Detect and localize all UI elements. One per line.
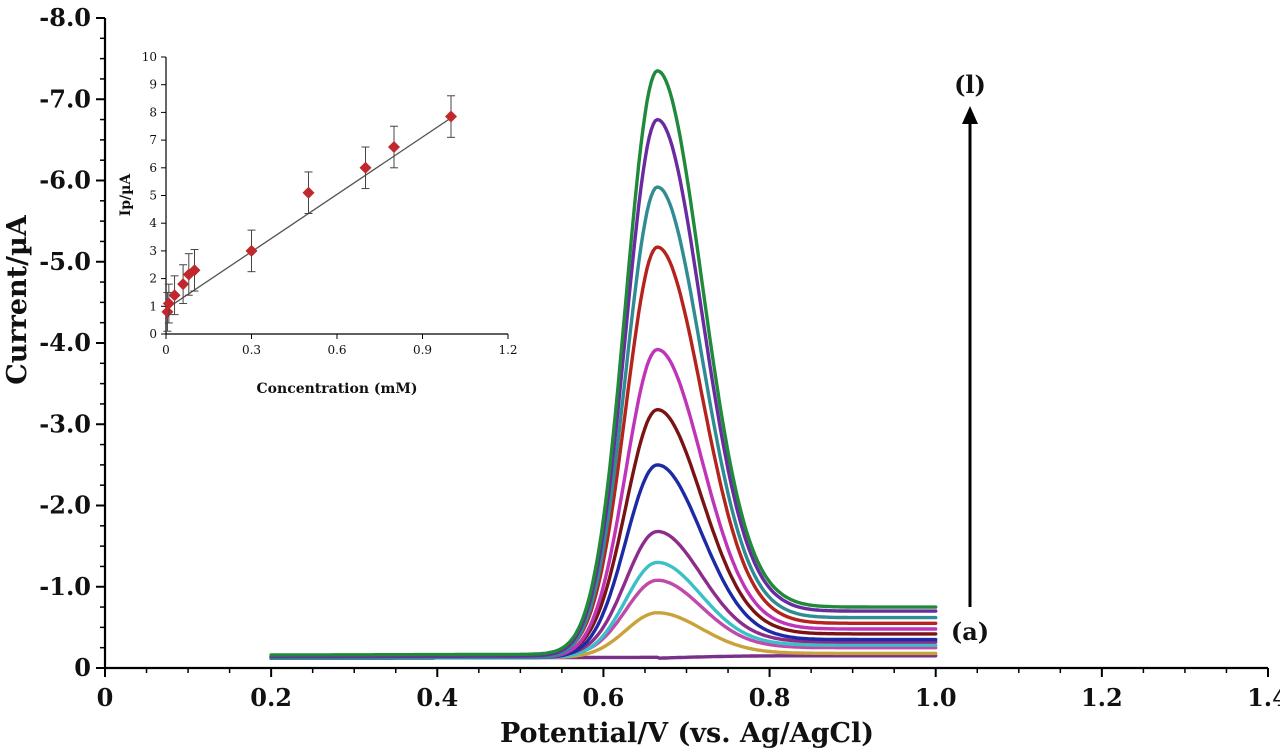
label-first-curve: (a) (951, 617, 989, 646)
inset-x-tick-label: 0.9 (413, 343, 432, 357)
inset-data-point (162, 297, 175, 310)
main-ticks: 0 0.2 0.4 0.6 0.8 1.0 1.2 1.4 0 -1.0 -2.0 -3.0 -4.0 -… (39, 3, 1280, 712)
inset-x-axis-title: Concentration (mM) (257, 381, 418, 397)
x-tick-label: 0.6 (583, 683, 625, 712)
inset-data-point (177, 278, 190, 291)
inset-data-point (188, 264, 201, 277)
y-tick-label: -7.0 (39, 84, 91, 113)
y-tick-label: -6.0 (39, 166, 91, 195)
inset-y-tick-label: 7 (149, 133, 157, 147)
curve-l (269, 69, 938, 657)
y-tick-label: -3.0 (39, 409, 91, 438)
inset-ticks: 0 0.3 0.6 0.9 1.2 0 1 2 3 4 5 6 7 8 9 10 (142, 50, 518, 357)
inset-y-tick-label: 0 (149, 327, 157, 341)
inset-x-tick-label: 0.3 (242, 343, 261, 357)
arrow-head (962, 106, 978, 124)
x-tick-label: 1.2 (1081, 683, 1123, 712)
x-tick-label: 1.0 (915, 683, 957, 712)
x-tick-label: 0.8 (749, 683, 791, 712)
inset-data-point (168, 289, 181, 302)
x-axis-title: Potential/V (vs. Ag/AgCl) (500, 718, 874, 749)
inset-y-tick-label: 10 (142, 50, 157, 64)
inset-x-tick-label: 0 (162, 343, 170, 357)
y-axis-title: Current/µA (2, 214, 33, 384)
inset-x-tick-label: 1.2 (498, 343, 517, 357)
y-tick-label: -8.0 (39, 3, 91, 32)
inset-y-axis-title: Ip/µA (118, 173, 134, 217)
x-tick-label: 0 (97, 683, 114, 712)
inset-y-tick-label: 2 (149, 272, 157, 286)
inset-data-point (388, 141, 400, 154)
y-tick-label: -2.0 (39, 491, 91, 520)
inset-data-point (359, 161, 372, 174)
x-tick-label: 0.2 (250, 683, 292, 712)
y-tick-label: -5.0 (39, 247, 91, 276)
inset-y-tick-label: 1 (149, 299, 157, 313)
y-tick-label: -4.0 (39, 328, 91, 357)
inset-x-tick-label: 0.6 (327, 343, 346, 357)
y-tick-label: 0 (74, 653, 91, 682)
inset-data-point (302, 186, 315, 199)
concentration-arrow (962, 106, 978, 607)
main-plot: 0 0.2 0.4 0.6 0.8 1.0 1.2 1.4 0 -1.0 -2.0 -3.0 -4.0 -… (2, 3, 1280, 749)
inset-y-tick-label: 8 (149, 105, 157, 119)
inset-data-point (245, 244, 258, 257)
inset-y-tick-label: 6 (149, 161, 157, 175)
inset-data-point (161, 305, 174, 318)
inset-y-tick-label: 4 (149, 216, 157, 230)
inset-data-point (445, 110, 457, 123)
x-tick-label: 0.4 (416, 683, 458, 712)
inset-y-tick-label: 9 (149, 78, 157, 92)
x-tick-label: 1.4 (1247, 683, 1280, 712)
inset-y-tick-label: 5 (149, 189, 157, 203)
label-last-curve: (l) (954, 70, 986, 99)
inset-points (161, 95, 457, 332)
main-curves (269, 69, 938, 660)
inset-y-tick-label: 3 (149, 244, 157, 258)
inset-plot: 0 0.3 0.6 0.9 1.2 0 1 2 3 4 5 6 7 8 9 10 Concentration … (118, 50, 518, 397)
y-tick-label: -1.0 (39, 572, 91, 601)
